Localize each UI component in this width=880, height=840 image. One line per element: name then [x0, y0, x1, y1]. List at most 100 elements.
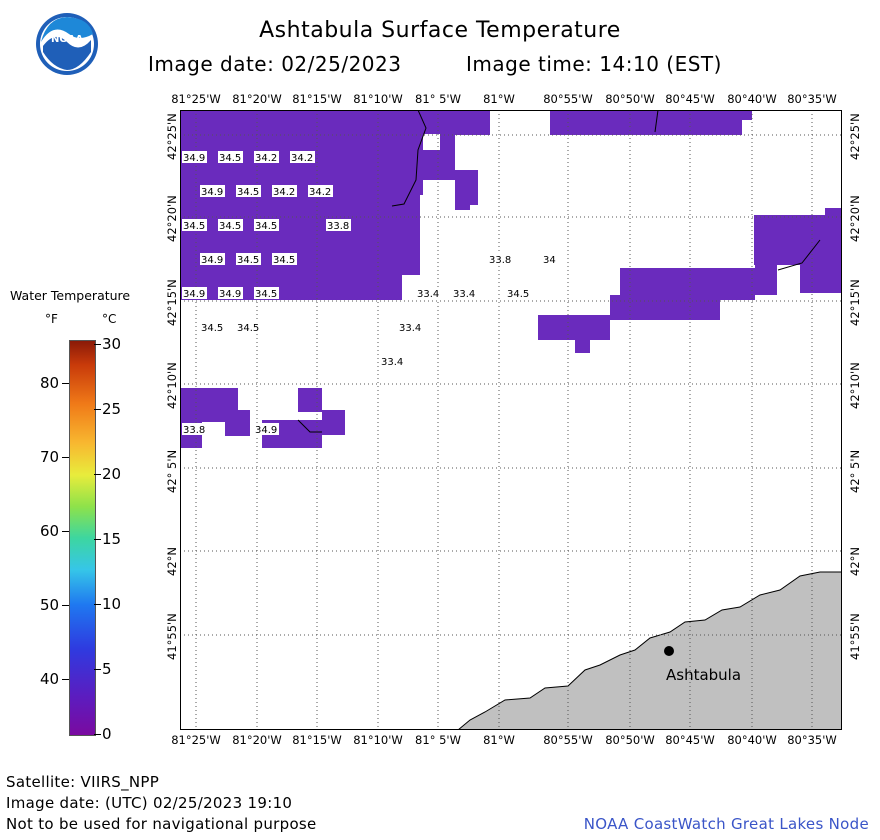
temp-label-box [218, 219, 243, 231]
temp-label-box [416, 287, 441, 299]
temp-label-box [200, 185, 225, 197]
shoreline [297, 419, 322, 433]
temp-label-box [542, 253, 556, 265]
latitude-label: 42°20'N [848, 195, 862, 242]
temp-label-box [200, 253, 225, 265]
longitude-label: 81°20'W [232, 92, 282, 106]
longitude-label: 80°50'W [605, 733, 655, 747]
temp-label-box [182, 151, 207, 163]
temp-label: 33.4 [381, 357, 403, 368]
longitude-label: 81°10'W [353, 733, 403, 747]
temp-label: 34.5 [219, 221, 241, 232]
temp-label-box [254, 219, 279, 231]
temp-label: 34.2 [255, 153, 277, 164]
longitude-label: 81°15'W [292, 92, 342, 106]
temp-label: 33.8 [489, 255, 511, 266]
legend-unit-c: °C [102, 312, 117, 326]
longitude-label: 81°W [483, 92, 515, 106]
legend-tick-mark [62, 605, 69, 606]
temp-label-box [398, 321, 423, 333]
latitude-label: 42°25'N [848, 113, 862, 160]
image-date: Image date: 02/25/2023 [148, 52, 402, 76]
longitude-label: 81°20'W [232, 733, 282, 747]
temp-label-box [182, 287, 207, 299]
temp-label: 34.2 [309, 187, 331, 198]
water-cell [538, 315, 610, 340]
temp-label-box [218, 151, 243, 163]
temp-label-box [236, 321, 261, 333]
longitude-label: 81° 5'W [415, 733, 461, 747]
temp-label: 34.2 [273, 187, 295, 198]
longitude-label: 80°55'W [543, 733, 593, 747]
legend-title: Water Temperature [10, 288, 131, 303]
water-cell [754, 215, 842, 265]
temp-label: 34.9 [201, 187, 223, 198]
water-cell [620, 268, 755, 300]
legend-tick-mark [62, 679, 69, 680]
temp-label-box [290, 151, 315, 163]
credit-link[interactable]: NOAA CoastWatch Great Lakes Node [583, 815, 869, 833]
latitude-label: 42°15'N [165, 279, 179, 326]
legend-tick-c: 30 [102, 335, 122, 353]
temp-label: 33.4 [417, 289, 439, 300]
temp-label-box [236, 253, 261, 265]
legend-tick-c: 20 [102, 465, 122, 483]
legend-tick-c: 5 [102, 660, 112, 678]
temp-label: 34.2 [291, 153, 313, 164]
temp-label: 34.9 [219, 289, 241, 300]
temperature-map: 34.9 34.5 34.2 34.2 34.9 34.5 34.2 34.2 34.5 34.5… [180, 109, 843, 731]
noaa-logo: NOAA [35, 12, 99, 76]
legend-tick-mark [94, 669, 101, 670]
image-time: Image time: 14:10 (EST) [466, 52, 722, 76]
legend-tick-mark [94, 539, 101, 540]
temp-label-box [182, 423, 207, 435]
city-marker [664, 646, 674, 656]
water-cell [180, 275, 402, 300]
temp-label: 34.9 [183, 289, 205, 300]
temp-label: 34.5 [219, 153, 241, 164]
legend-tick-mark [94, 734, 101, 735]
water-cell [322, 410, 345, 435]
water-cell [550, 110, 625, 135]
temp-label-box [254, 423, 279, 435]
legend-tick-mark [94, 409, 101, 410]
longitude-label: 80°35'W [787, 733, 837, 747]
legend-tick-mark [94, 344, 101, 345]
longitude-label: 80°40'W [727, 92, 777, 106]
legend-tick-f: 70 [40, 448, 60, 466]
legend-tick-c: 25 [102, 400, 122, 418]
water-cell [742, 110, 752, 120]
page-title: Ashtabula Surface Temperature [259, 18, 621, 43]
footer-disclaimer: Not to be used for navigational purpose [6, 815, 317, 833]
water-cell [800, 265, 842, 293]
temp-label: 34.9 [183, 153, 205, 164]
temp-label-box [182, 219, 207, 231]
legend-tick-f: 50 [40, 596, 60, 614]
shoreline [777, 239, 821, 271]
temp-label-box [218, 287, 243, 299]
temp-label: 34.5 [183, 221, 205, 232]
legend-tick-c: 15 [102, 530, 122, 548]
longitude-label: 80°35'W [787, 92, 837, 106]
longitude-label: 81°10'W [353, 92, 403, 106]
footer-utc-date: Image date: (UTC) 02/25/2023 19:10 [6, 794, 293, 812]
temp-label-box [254, 151, 279, 163]
legend-tick-c: 0 [102, 725, 112, 743]
temp-label: 34.5 [237, 187, 259, 198]
legend-tick-mark [62, 383, 69, 384]
longitude-label: 80°45'W [665, 92, 715, 106]
latitude-label: 42°N [165, 547, 179, 576]
longitude-label: 81°25'W [171, 92, 221, 106]
logo-text: NOAA [51, 34, 84, 45]
temp-label-box [254, 287, 279, 299]
shoreline [391, 109, 427, 207]
water-cell [440, 110, 455, 150]
temp-label-box [452, 287, 477, 299]
temp-label: 33.4 [399, 323, 421, 334]
water-cell [298, 388, 322, 412]
shoreline [654, 109, 659, 133]
temp-label: 34.5 [237, 255, 259, 266]
temp-label: 34.5 [237, 323, 259, 334]
latitude-label: 42°15'N [848, 279, 862, 326]
legend-tick-mark [94, 474, 101, 475]
